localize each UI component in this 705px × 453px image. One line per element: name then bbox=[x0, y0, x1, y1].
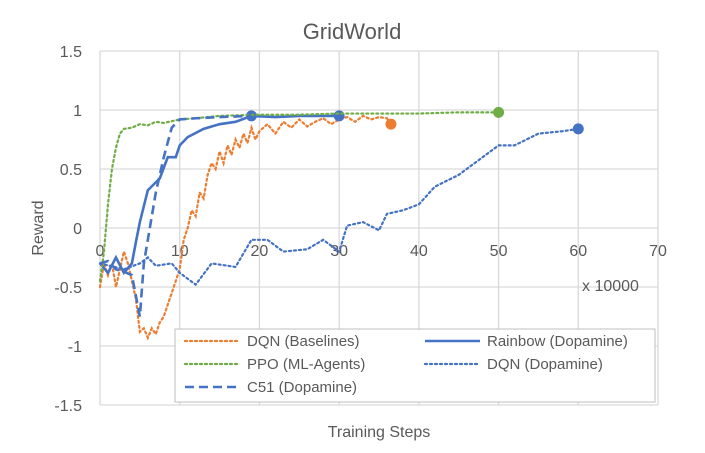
y-tick-label: -1.5 bbox=[54, 398, 82, 415]
y-tick-label: -1 bbox=[68, 339, 82, 356]
series-ppo-ml-agents bbox=[98, 111, 500, 283]
y-axis-label: Reward bbox=[30, 200, 47, 255]
x-tick-label: 60 bbox=[569, 243, 587, 260]
y-tick-labels: -1.5 -1 -0.5 0 0.5 1 1.5 bbox=[54, 44, 82, 415]
legend-box bbox=[174, 328, 656, 403]
x-tick-label: 0 bbox=[96, 243, 105, 260]
y-tick-label: 1.5 bbox=[60, 44, 82, 61]
series-group bbox=[98, 106, 584, 341]
legend-label: Rainbow (Dopamine) bbox=[487, 333, 628, 350]
x-tick-label: 10 bbox=[171, 243, 189, 260]
marker-dqn-baselines bbox=[385, 118, 397, 130]
x-axis-label: Training Steps bbox=[328, 424, 431, 441]
y-tick-label: -0.5 bbox=[54, 280, 82, 297]
y-tick-label: 1 bbox=[73, 103, 82, 120]
x-tick-label: 20 bbox=[251, 243, 269, 260]
legend-label: DQN (Baselines) bbox=[247, 333, 360, 350]
series-c51-dopamine bbox=[99, 114, 252, 317]
y-tick-label: 0.5 bbox=[60, 162, 82, 179]
legend: DQN (Baselines) Rainbow (Dopamine) PPO (ML… bbox=[174, 328, 656, 403]
series-dqn-baselines bbox=[98, 114, 393, 341]
series-dqn-dopamine bbox=[98, 127, 580, 287]
marker-dqn-dopamine bbox=[572, 123, 584, 135]
legend-label: C51 (Dopamine) bbox=[247, 379, 357, 396]
x-tick-label: 50 bbox=[490, 243, 508, 260]
marker-ppo-ml-agents bbox=[493, 106, 505, 118]
x-unit-note: x 10000 bbox=[582, 278, 639, 295]
marker-rainbow-dopamine bbox=[333, 110, 345, 122]
x-tick-label: 70 bbox=[649, 243, 667, 260]
chart-title: GridWorld bbox=[303, 19, 402, 44]
legend-label: DQN (Dopamine) bbox=[487, 356, 603, 373]
legend-label: PPO (ML-Agents) bbox=[247, 356, 365, 373]
x-tick-labels: 0 10 20 30 40 50 60 70 bbox=[96, 243, 667, 260]
y-tick-label: 0 bbox=[73, 221, 82, 238]
x-tick-label: 40 bbox=[410, 243, 428, 260]
